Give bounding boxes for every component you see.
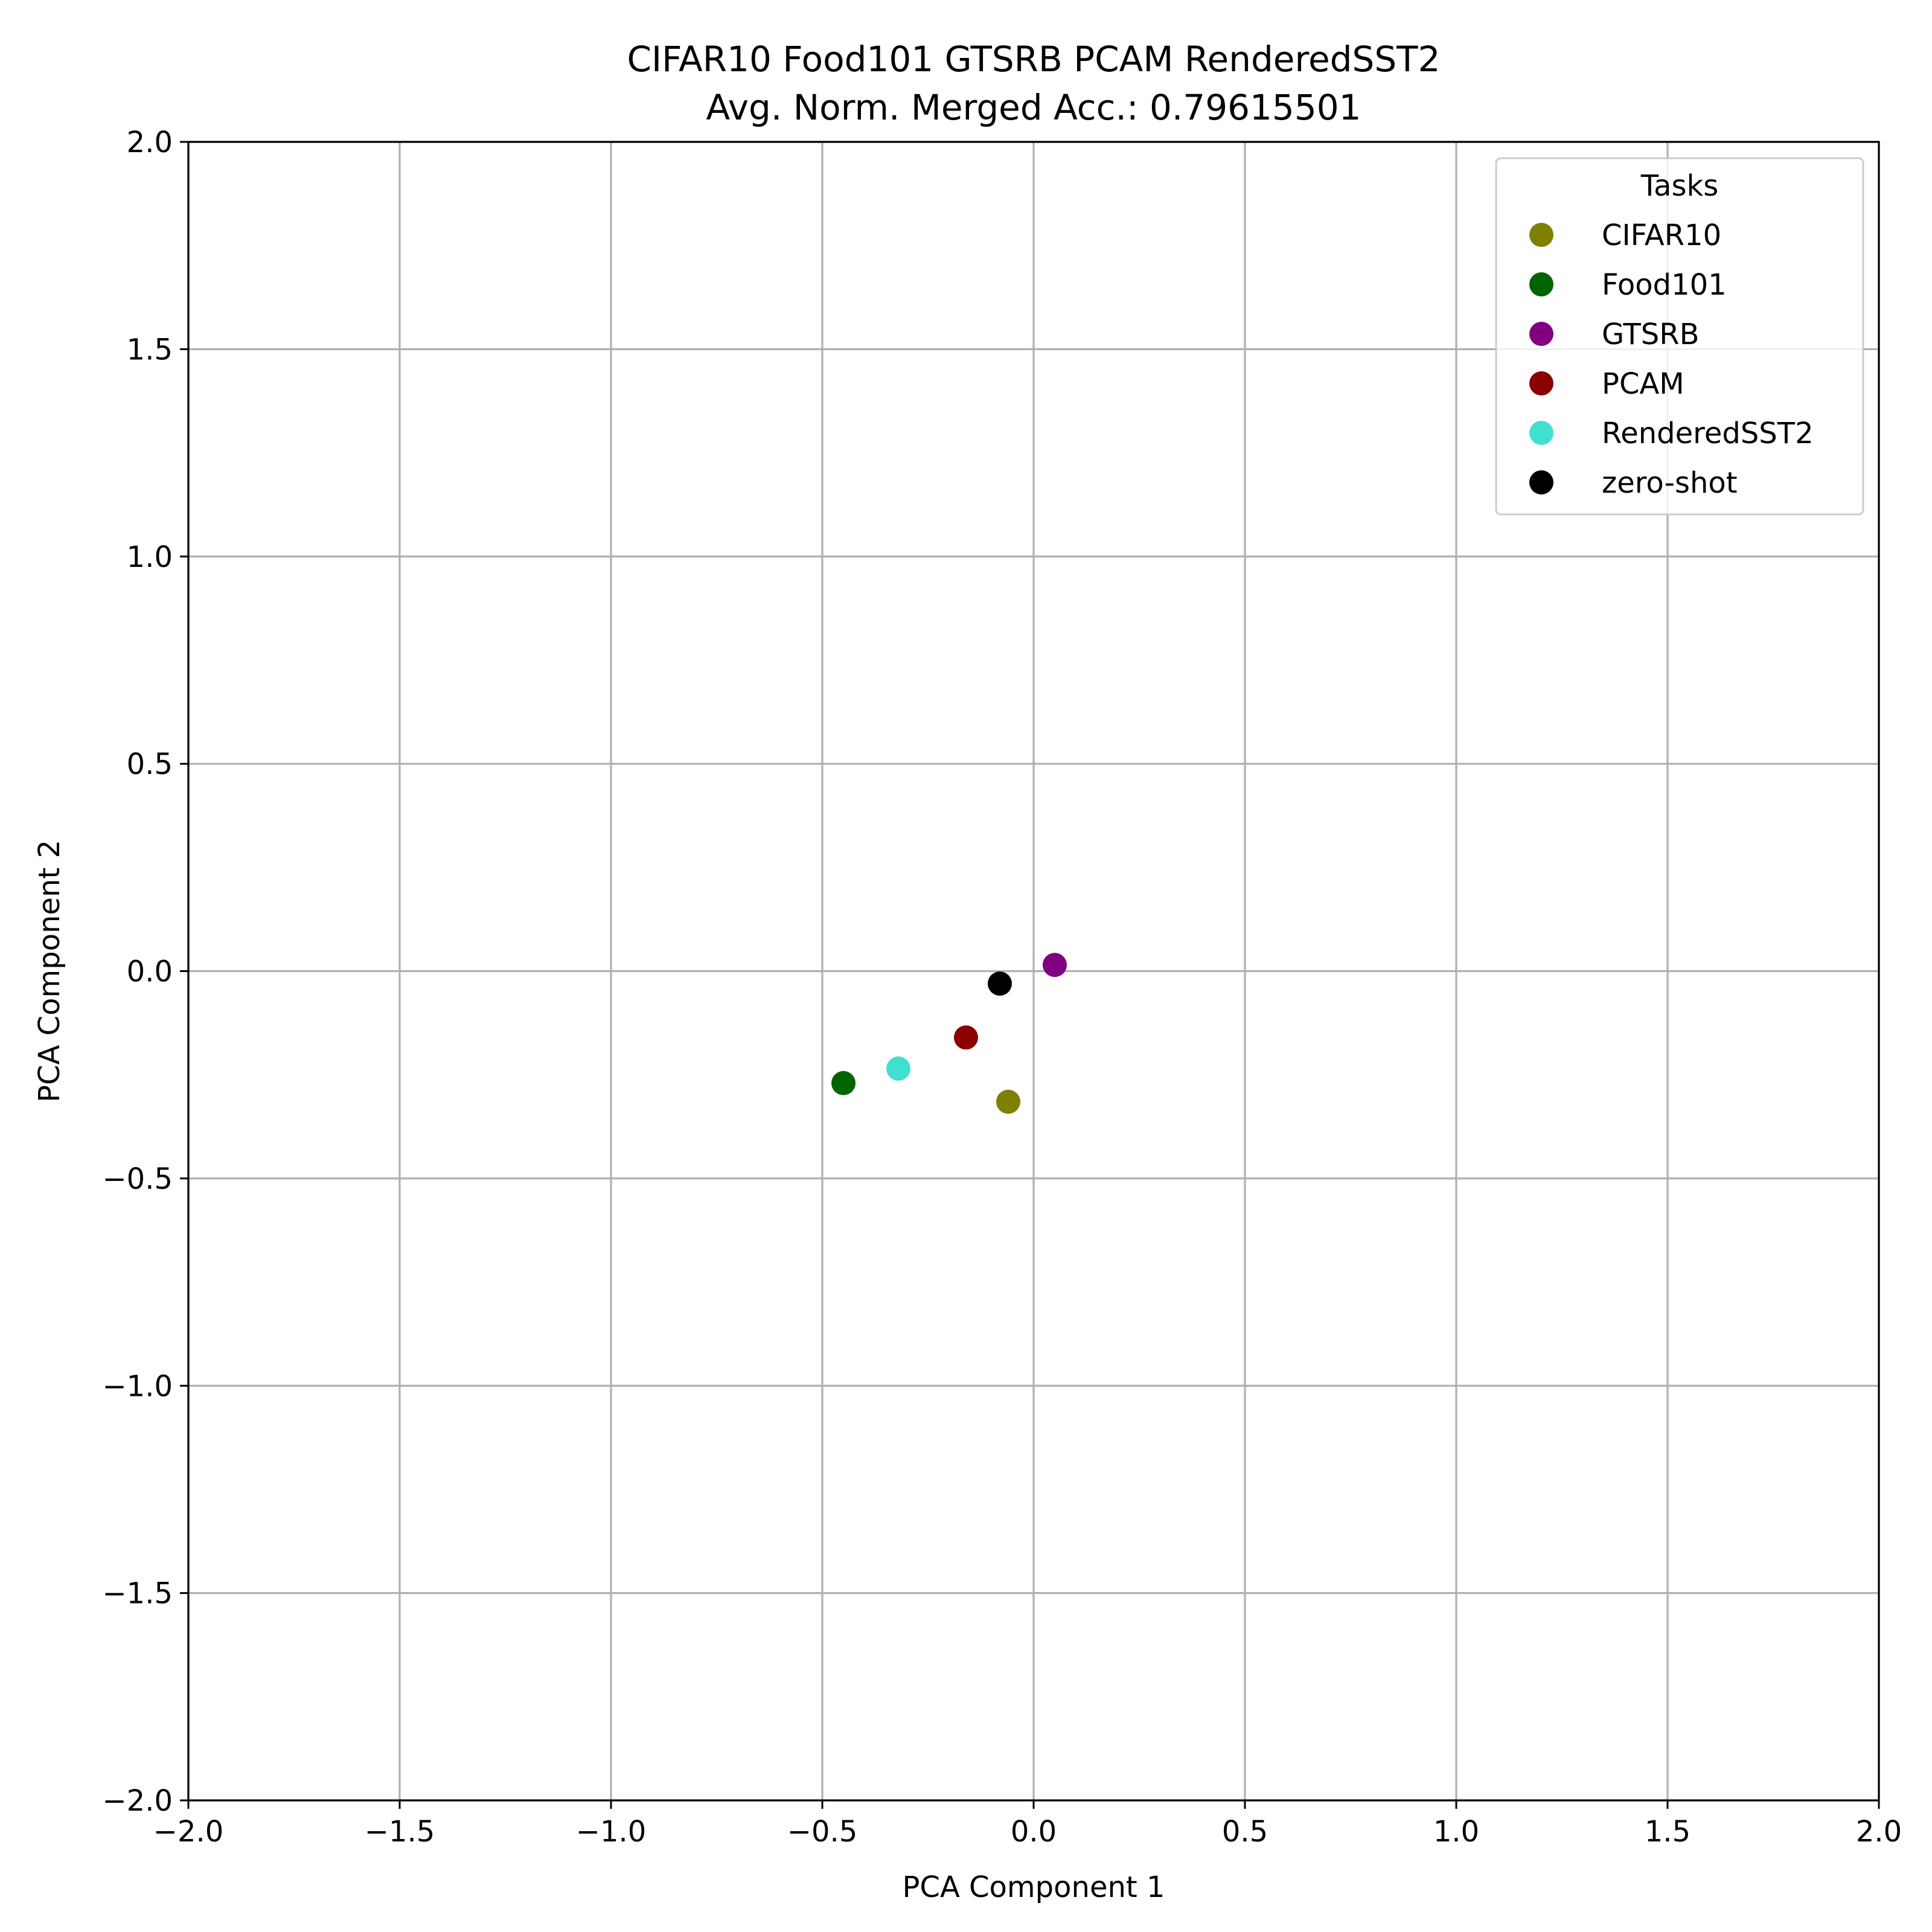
y-tick-label: 1.0: [127, 540, 173, 574]
legend-label-cifar10: CIFAR10: [1602, 219, 1721, 252]
chart-title: CIFAR10 Food101 GTSRB PCAM RenderedSST2: [627, 39, 1440, 80]
legend: Tasks CIFAR10 Food101 GTSRB PCAM RenderedSST…: [1495, 157, 1864, 516]
point-zero-shot: [988, 971, 1012, 996]
x-tick-label: 2.0: [1856, 1815, 1902, 1849]
y-tick-label: 2.0: [127, 126, 173, 159]
point-food101: [831, 1070, 856, 1095]
legend-marker-renderedsst2: [1529, 421, 1553, 445]
legend-frame: [1495, 157, 1864, 516]
legend-marker-food101: [1529, 272, 1553, 296]
point-gtsrb: [1043, 953, 1067, 977]
chart-subtitle: Avg. Norm. Merged Acc.: 0.79615501: [706, 87, 1361, 128]
x-tick-label: 0.0: [1011, 1815, 1057, 1849]
point-pcam: [954, 1025, 978, 1050]
legend-label-renderedsst2: RenderedSST2: [1602, 417, 1814, 450]
y-tick-label: −1.0: [102, 1369, 173, 1403]
legend-label-zero-shot: zero-shot: [1602, 466, 1738, 500]
point-cifar10: [996, 1089, 1020, 1114]
y-tick-label: 0.5: [127, 747, 173, 781]
legend-marker-zero-shot: [1529, 470, 1553, 494]
x-tick-label: −0.5: [787, 1815, 858, 1849]
legend-label-food101: Food101: [1602, 268, 1727, 302]
x-tick-label: −2.0: [153, 1815, 224, 1849]
data-points: [831, 953, 1067, 1114]
x-axis-ticks: −2.0 −1.5 −1.0 −0.5 0.0 0.5 1.0 1.5 2.0: [153, 1800, 1902, 1849]
legend-marker-pcam: [1529, 371, 1553, 395]
y-tick-label: 0.0: [127, 955, 173, 989]
legend-label-pcam: PCAM: [1602, 367, 1684, 401]
y-axis-title: PCA Component 2: [33, 840, 66, 1102]
x-tick-label: 1.0: [1433, 1815, 1479, 1849]
x-tick-label: −1.0: [576, 1815, 647, 1849]
point-renderedsst2: [886, 1056, 910, 1081]
y-tick-label: −1.5: [102, 1577, 173, 1611]
y-axis-ticks: −2.0 −1.5 −1.0 −0.5 0.0 0.5 1.0 1.5 2.0: [102, 126, 188, 1818]
x-tick-label: 1.5: [1645, 1815, 1690, 1849]
legend-label-gtsrb: GTSRB: [1602, 318, 1700, 351]
legend-title: Tasks: [1640, 169, 1719, 203]
y-tick-label: 1.5: [127, 333, 173, 366]
y-tick-label: −0.5: [102, 1162, 173, 1196]
y-tick-label: −2.0: [102, 1784, 173, 1818]
x-tick-label: 0.5: [1222, 1815, 1268, 1849]
x-tick-label: −1.5: [365, 1815, 435, 1849]
legend-marker-gtsrb: [1529, 322, 1553, 346]
legend-items: CIFAR10 Food101 GTSRB PCAM RenderedSST2 zero-…: [1529, 219, 1814, 500]
legend-marker-cifar10: [1529, 223, 1553, 247]
x-axis-title: PCA Component 1: [902, 1870, 1165, 1904]
